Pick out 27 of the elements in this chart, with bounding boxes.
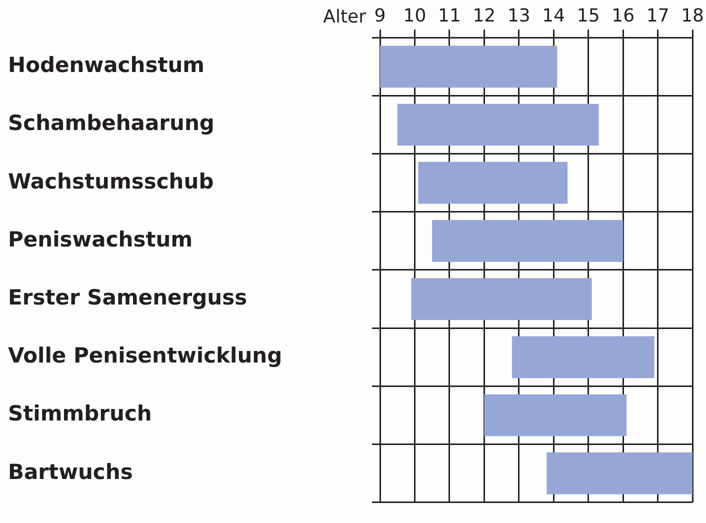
bar	[418, 162, 568, 204]
x-tick-label: 9	[374, 5, 386, 26]
x-tick-label: 18	[681, 5, 704, 26]
x-tick-label: 12	[472, 5, 496, 26]
bar	[546, 452, 693, 494]
x-tick-label: 16	[612, 5, 635, 26]
y-tick-label: Schambehaarung	[8, 111, 214, 136]
x-tick-label: 14	[542, 5, 566, 26]
bar	[512, 336, 654, 378]
x-tick-label: 11	[438, 5, 461, 26]
x-tick-label: 13	[507, 5, 530, 26]
bar	[380, 46, 558, 88]
bar	[484, 394, 627, 436]
y-tick-label: Hodenwachstum	[8, 53, 205, 78]
y-tick-label: Peniswachstum	[8, 227, 193, 252]
x-axis-title: Alter	[323, 6, 367, 28]
y-tick-label: Wachstumsschub	[8, 169, 214, 194]
y-tick-label: Bartwuchs	[8, 460, 133, 484]
bar	[397, 104, 599, 146]
y-tick-label: Erster Samenerguss	[8, 286, 248, 310]
y-tick-label: Stimmbruch	[8, 402, 152, 426]
x-tick-label: 15	[576, 5, 600, 26]
bar	[432, 220, 624, 262]
x-tick-label: 17	[646, 5, 670, 26]
y-tick-label: Volle Penisentwicklung	[8, 344, 282, 368]
x-tick-label: 10	[403, 5, 426, 26]
bar	[411, 278, 592, 320]
